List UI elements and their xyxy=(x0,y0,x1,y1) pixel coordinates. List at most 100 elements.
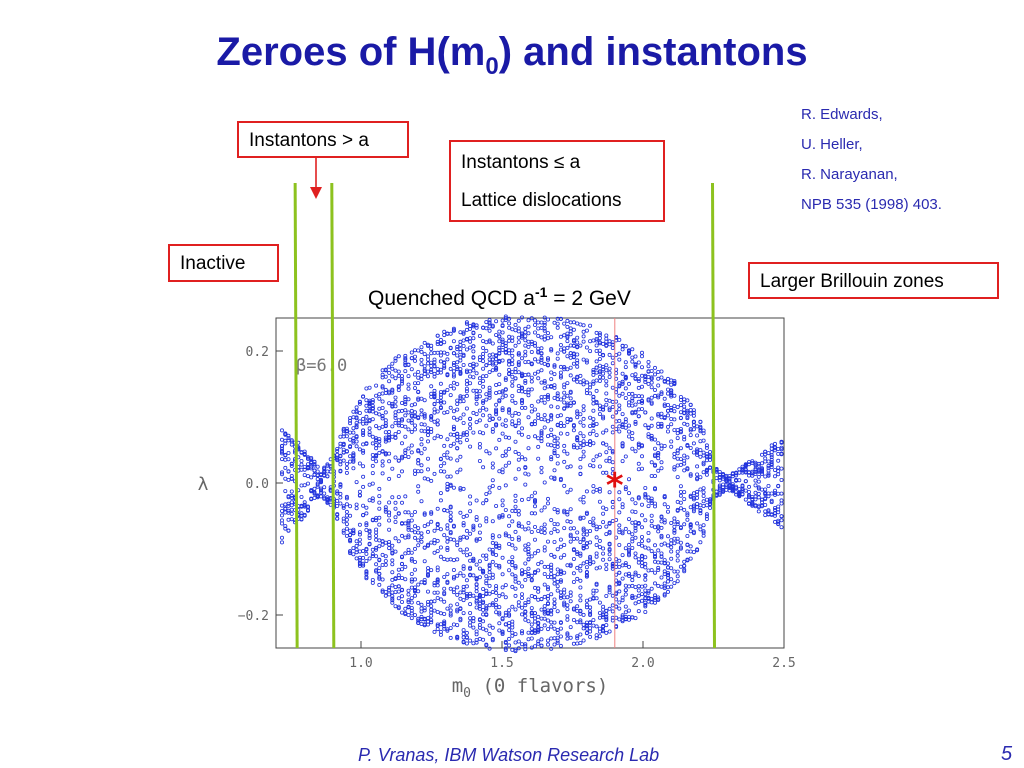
data-point xyxy=(601,371,606,376)
data-point xyxy=(500,498,505,503)
data-point xyxy=(575,565,580,570)
data-point xyxy=(633,555,638,560)
data-point xyxy=(513,576,518,581)
data-point xyxy=(432,608,437,613)
data-point xyxy=(685,517,690,522)
data-point xyxy=(364,571,369,576)
data-point xyxy=(468,594,473,599)
data-point xyxy=(497,329,502,334)
data-point xyxy=(646,364,651,369)
data-point xyxy=(286,457,291,462)
data-point xyxy=(432,407,437,412)
data-point xyxy=(348,430,353,435)
data-point xyxy=(571,355,576,360)
data-point xyxy=(520,432,525,437)
data-point xyxy=(335,448,340,453)
data-point xyxy=(474,371,479,376)
data-point xyxy=(627,400,632,405)
data-point xyxy=(627,564,632,569)
data-point xyxy=(552,554,557,559)
data-point xyxy=(698,503,703,508)
data-point xyxy=(425,369,430,374)
data-point xyxy=(649,600,654,605)
data-point xyxy=(776,484,781,489)
data-point xyxy=(474,585,479,590)
data-point xyxy=(656,560,661,565)
data-point xyxy=(737,478,742,483)
data-point xyxy=(536,568,541,573)
data-point xyxy=(549,552,554,557)
data-point xyxy=(546,594,551,599)
data-point xyxy=(302,449,307,454)
data-point xyxy=(302,473,307,478)
data-point xyxy=(588,323,593,328)
data-point xyxy=(636,521,641,526)
data-point xyxy=(458,399,463,404)
data-point xyxy=(354,502,359,507)
data-point xyxy=(361,448,366,453)
data-point xyxy=(649,368,654,373)
data-point xyxy=(396,606,401,611)
data-point xyxy=(682,563,687,568)
data-point xyxy=(455,431,460,436)
data-point xyxy=(435,409,440,414)
data-point xyxy=(653,593,658,598)
data-point xyxy=(370,471,375,476)
data-point xyxy=(432,528,437,533)
data-point xyxy=(594,535,599,540)
data-point xyxy=(497,345,502,350)
data-point xyxy=(607,629,612,634)
data-point xyxy=(500,408,505,413)
data-point xyxy=(640,525,645,530)
data-point xyxy=(484,516,489,521)
data-point xyxy=(464,378,469,383)
data-point xyxy=(601,375,606,380)
data-point xyxy=(627,423,632,428)
data-point xyxy=(542,526,547,531)
data-point xyxy=(393,431,398,436)
data-point xyxy=(568,464,573,469)
data-point xyxy=(403,357,408,362)
data-point xyxy=(669,538,674,543)
data-point xyxy=(620,576,625,581)
data-point xyxy=(617,543,622,548)
data-point xyxy=(558,347,563,352)
data-point xyxy=(682,507,687,512)
data-point xyxy=(659,415,664,420)
data-point xyxy=(526,542,531,547)
data-point xyxy=(419,531,424,536)
data-point xyxy=(477,458,482,463)
data-point xyxy=(691,509,696,514)
data-point xyxy=(487,583,492,588)
data-point xyxy=(461,399,466,404)
data-point xyxy=(422,446,427,451)
data-point xyxy=(584,559,589,564)
data-point xyxy=(370,403,375,408)
data-point xyxy=(387,500,392,505)
data-point xyxy=(416,461,421,466)
data-point xyxy=(588,609,593,614)
data-point xyxy=(438,392,443,397)
data-point xyxy=(513,322,518,327)
data-point xyxy=(539,325,544,330)
data-point xyxy=(529,554,534,559)
data-point xyxy=(571,641,576,646)
data-point xyxy=(695,547,700,552)
data-point xyxy=(604,594,609,599)
data-point xyxy=(627,381,632,386)
data-point xyxy=(685,416,690,421)
data-point xyxy=(461,598,466,603)
data-point xyxy=(520,605,525,610)
data-point xyxy=(523,372,528,377)
data-point xyxy=(435,596,440,601)
data-point xyxy=(429,343,434,348)
data-point xyxy=(503,507,508,512)
data-point xyxy=(701,460,706,465)
data-point xyxy=(393,500,398,505)
data-point xyxy=(656,369,661,374)
data-point xyxy=(627,571,632,576)
data-point xyxy=(659,411,664,416)
data-point xyxy=(578,564,583,569)
data-point xyxy=(425,602,430,607)
data-point xyxy=(461,420,466,425)
